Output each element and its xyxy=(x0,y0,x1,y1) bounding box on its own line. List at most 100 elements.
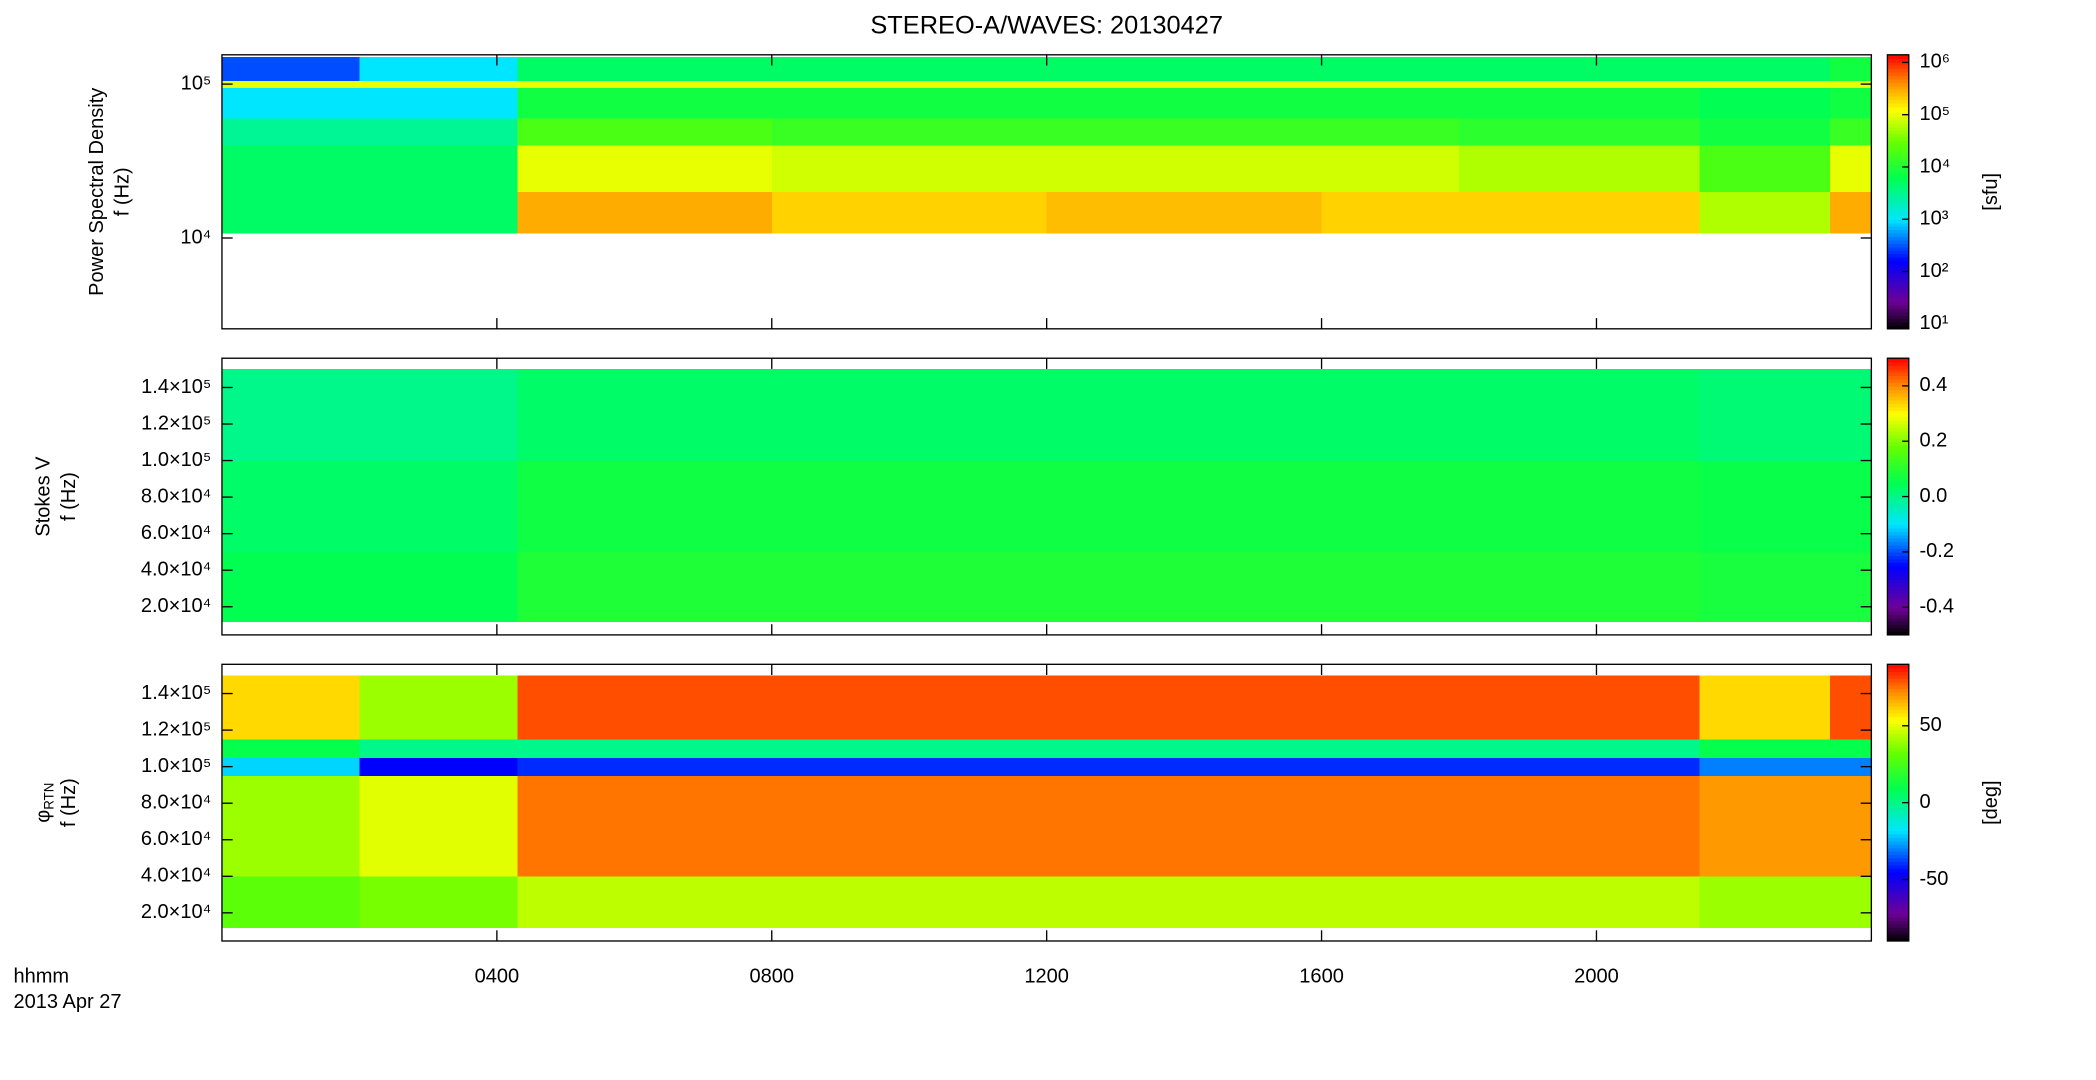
colorbar-swatch xyxy=(1887,726,1909,731)
colorbar-swatch xyxy=(1887,417,1909,422)
spectrogram-cell xyxy=(517,739,773,758)
colorbar-swatch xyxy=(1887,531,1909,536)
spectrogram-cell xyxy=(1830,80,1872,88)
spectrogram-cell xyxy=(1321,739,1460,758)
colorbar-swatch xyxy=(1887,664,1909,669)
colorbar-swatch xyxy=(1887,627,1909,633)
spectrogram-cell xyxy=(771,739,1048,758)
colorbar-swatch xyxy=(1887,468,1909,474)
spectrogram-cell xyxy=(1046,118,1322,146)
colorbar-swatch xyxy=(1887,868,1909,873)
colorbar-swatch xyxy=(1887,913,1909,918)
y-tick-label: 1.4×10⁵ xyxy=(141,682,211,704)
colorbar-swatch xyxy=(1887,215,1909,220)
spectrogram-cell xyxy=(1046,551,1322,622)
colorbar-swatch xyxy=(1887,685,1909,690)
colorbar-swatch xyxy=(1887,712,1909,717)
spectrogram-cell xyxy=(1046,80,1322,88)
colorbar-swatch xyxy=(1887,864,1909,870)
colorbar-swatch xyxy=(1887,709,1909,714)
colorbar-swatch xyxy=(1887,768,1909,773)
colorbar-swatch xyxy=(1887,826,1909,831)
colorbar-swatch xyxy=(1887,174,1909,179)
spectrogram-cell xyxy=(1459,118,1700,146)
colorbar-swatch xyxy=(1887,461,1909,467)
spectrogram-cell xyxy=(517,118,773,146)
colorbar-swatch xyxy=(1887,427,1909,432)
colorbar-swatch xyxy=(1887,840,1909,845)
spectrogram-cell xyxy=(1459,80,1700,88)
colorbar-label: [sfu] xyxy=(1980,173,2002,211)
colorbar-swatch xyxy=(1887,284,1909,289)
colorbar-swatch xyxy=(1887,277,1909,282)
colorbar-swatch xyxy=(1887,137,1909,142)
colorbar-swatch xyxy=(1887,621,1909,626)
y-tick-label: 4.0×10⁴ xyxy=(141,865,211,887)
colorbar-swatch xyxy=(1887,99,1909,104)
spectrogram-cell xyxy=(359,876,518,928)
colorbar-swatch xyxy=(1887,871,1909,876)
colorbar-swatch xyxy=(1887,899,1909,904)
colorbar-swatch xyxy=(1887,761,1909,766)
colorbar-swatch xyxy=(1887,771,1909,776)
spectrogram-cell xyxy=(1699,369,1831,461)
colorbar-swatch xyxy=(1887,830,1909,835)
colorbar-swatch xyxy=(1887,181,1909,186)
colorbar-swatch xyxy=(1887,527,1909,532)
colorbar-swatch xyxy=(1887,133,1909,138)
spectrogram-cell xyxy=(1046,56,1322,82)
spectrogram-cell xyxy=(517,675,773,740)
colorbar-tick-label: -0.2 xyxy=(1919,540,1954,562)
colorbar-tick-label: -50 xyxy=(1919,868,1948,890)
colorbar-swatch xyxy=(1887,68,1909,73)
colorbar-swatch xyxy=(1887,167,1909,172)
colorbar-swatch xyxy=(1887,555,1909,560)
colorbar-swatch xyxy=(1887,458,1909,463)
colorbar-swatch xyxy=(1887,191,1909,196)
x-axis-label: hhmm xyxy=(13,965,69,987)
spectrogram-cell xyxy=(1830,775,1872,877)
colorbar-swatch xyxy=(1887,906,1909,911)
colorbar-swatch xyxy=(1887,806,1909,811)
spectrogram-cell xyxy=(517,191,773,234)
colorbar-swatch xyxy=(1887,486,1909,491)
spectrogram-cell xyxy=(1321,80,1460,88)
colorbar-swatch xyxy=(1887,489,1909,494)
colorbar-swatch xyxy=(1887,885,1909,890)
spectrogram-cell xyxy=(771,145,1048,193)
colorbar-swatch xyxy=(1887,496,1909,501)
colorbar-swatch xyxy=(1887,246,1909,251)
colorbar-swatch xyxy=(1887,743,1909,748)
colorbar-tick-label: 10⁴ xyxy=(1919,155,1950,177)
spectrogram-cell xyxy=(221,118,360,146)
colorbar-swatch xyxy=(1887,538,1909,543)
spectrogram-cell xyxy=(771,757,1048,777)
y-axis-label: Stokes V xyxy=(32,456,54,537)
colorbar-swatch xyxy=(1887,750,1909,755)
x-tick-label: 1600 xyxy=(1299,965,1344,987)
spectrogram-cell xyxy=(517,551,773,622)
colorbar-swatch xyxy=(1887,385,1909,391)
colorbar-tick-label: 0.0 xyxy=(1919,485,1947,507)
colorbar-swatch xyxy=(1887,902,1909,908)
colorbar-swatch xyxy=(1887,813,1909,818)
colorbar-swatch xyxy=(1887,837,1909,842)
spectrogram-cell xyxy=(359,739,518,758)
colorbar-swatch xyxy=(1887,260,1909,265)
y-axis-label: f (Hz) xyxy=(58,778,80,827)
spectrogram-cell xyxy=(1046,191,1322,234)
colorbar-swatch xyxy=(1887,736,1909,742)
colorbar-swatch xyxy=(1887,109,1909,114)
colorbar-swatch xyxy=(1887,764,1909,769)
colorbar-swatch xyxy=(1887,934,1909,939)
spectrogram-cell xyxy=(221,369,360,461)
spectrogram-cell xyxy=(221,80,360,88)
colorbar-swatch xyxy=(1887,126,1909,131)
colorbar-swatch xyxy=(1887,802,1909,807)
colorbar-swatch xyxy=(1887,607,1909,612)
spectrogram-cell xyxy=(1699,80,1831,88)
spectrogram-cell xyxy=(517,56,773,82)
colorbar-swatch xyxy=(1887,368,1909,373)
colorbar-swatch xyxy=(1887,160,1909,166)
spectrogram-cell xyxy=(1830,876,1872,928)
